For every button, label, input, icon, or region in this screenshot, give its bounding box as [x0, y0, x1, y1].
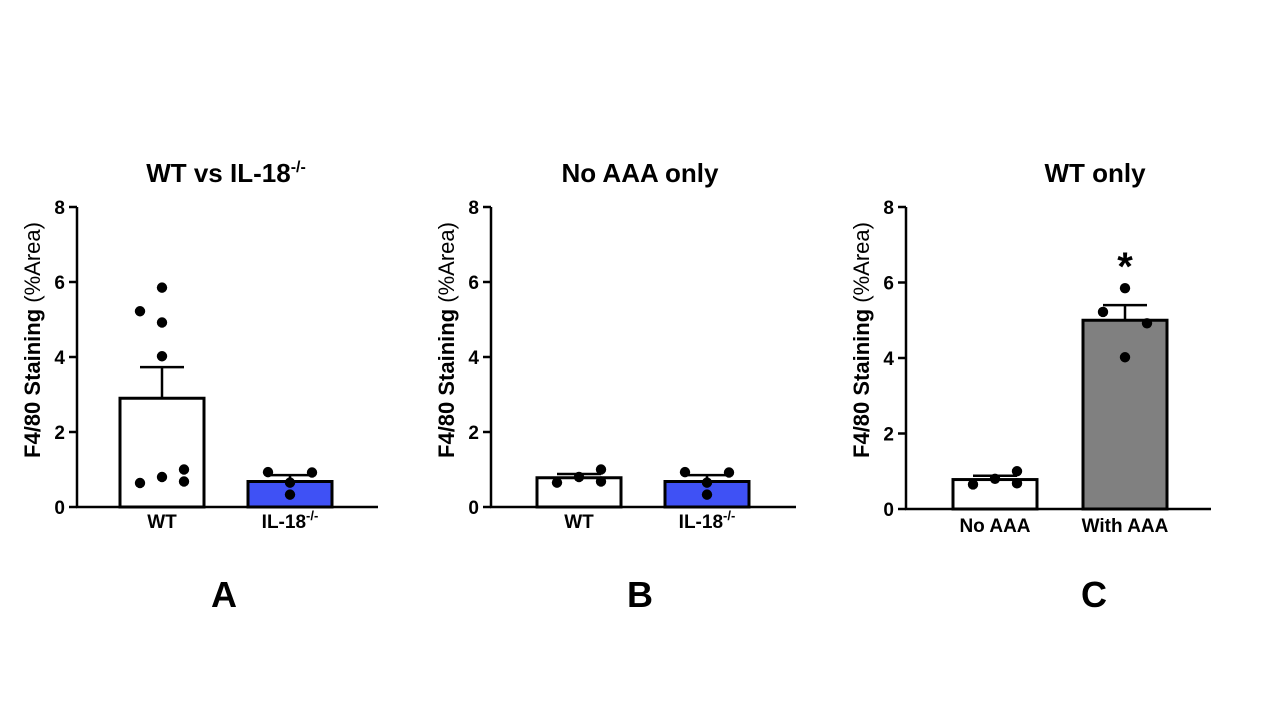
- y-tick-label: 4: [883, 349, 894, 370]
- panel-letter: C: [1081, 574, 1107, 615]
- x-category-label-text: IL-18: [262, 512, 306, 533]
- data-point: [701, 477, 713, 488]
- chart-title-text: WT only: [1044, 158, 1146, 188]
- x-category-label-text: No AAA: [959, 516, 1030, 537]
- y-tick-label: 0: [883, 500, 894, 521]
- y-tick-label: 0: [54, 498, 65, 519]
- panel-letter: A: [211, 574, 237, 615]
- x-category-label-text: With AAA: [1082, 516, 1169, 537]
- y-axis-label: F4/80 Staining (%Area): [434, 222, 459, 458]
- data-point: [1097, 306, 1109, 318]
- data-point: [1119, 352, 1131, 363]
- panel-letter: B: [627, 574, 653, 615]
- x-category-label-text: WT: [564, 512, 594, 533]
- chart-title-text: WT vs IL-18: [146, 158, 290, 188]
- data-point: [723, 467, 735, 478]
- data-point: [178, 464, 190, 475]
- data-point: [156, 282, 168, 293]
- chart-title: WT only: [1044, 158, 1146, 188]
- y-tick-label: 6: [468, 273, 479, 294]
- y-tick-label: 8: [54, 198, 65, 219]
- x-category-label: No AAA: [959, 516, 1030, 537]
- y-tick-label: 4: [468, 348, 479, 369]
- data-point: [1119, 282, 1131, 294]
- data-point: [156, 471, 168, 483]
- y-tick-label: 2: [54, 423, 65, 444]
- x-category-label-text: WT: [147, 512, 177, 533]
- data-point: [551, 477, 563, 488]
- chart-title-superscript: -/-: [291, 159, 306, 176]
- data-point: [595, 464, 607, 475]
- x-category-label: WT: [147, 512, 177, 533]
- y-axis-label: F4/80 Staining (%Area): [20, 222, 45, 458]
- data-point: [156, 317, 168, 328]
- data-point: [1011, 478, 1023, 489]
- data-point: [134, 306, 146, 317]
- x-category-label-superscript: -/-: [723, 508, 735, 523]
- data-point: [178, 476, 190, 487]
- data-point: [595, 476, 607, 487]
- y-tick-label: 8: [468, 198, 479, 219]
- data-point: [989, 473, 1001, 484]
- x-category-label-text: IL-18: [679, 512, 723, 533]
- data-point: [701, 489, 713, 500]
- data-point: [284, 489, 296, 500]
- bar-1: [118, 396, 206, 509]
- x-category-label: With AAA: [1082, 516, 1169, 537]
- y-axis-label: F4/80 Staining (%Area): [849, 222, 874, 458]
- y-axis-label-main: F4/80 Staining: [849, 303, 874, 458]
- y-tick-label: 4: [54, 348, 65, 369]
- data-point: [1011, 466, 1023, 477]
- y-tick-label: 2: [468, 423, 479, 444]
- y-axis-label-unit: (%Area): [434, 222, 459, 303]
- y-axis-label-main: F4/80 Staining: [20, 303, 45, 458]
- y-tick-label: 8: [883, 198, 894, 219]
- bar-1: [535, 476, 623, 509]
- data-point: [262, 466, 274, 478]
- x-category-label-superscript: -/-: [306, 508, 318, 523]
- y-axis-label-unit: (%Area): [20, 222, 45, 303]
- chart-title: WT vs IL-18-/-: [146, 158, 306, 188]
- chart-title-text: No AAA only: [562, 158, 719, 188]
- data-point: [967, 479, 979, 490]
- data-point: [1141, 318, 1153, 329]
- chart-panel-a: WT vs IL-18-/-F4/80 Staining (%Area)0246…: [20, 158, 378, 615]
- data-point: [284, 477, 296, 488]
- bar-2: [1081, 318, 1169, 511]
- data-point: [679, 466, 691, 478]
- y-axis-label-main: F4/80 Staining: [434, 303, 459, 458]
- chart-panel-c: WT only F4/80 Staining (%Area) 0 2 4 6 8 No AAA…: [849, 158, 1211, 615]
- data-point: [306, 467, 318, 478]
- y-tick-label: 0: [468, 498, 479, 519]
- bar-1: [951, 478, 1039, 511]
- chart-title: No AAA only: [562, 158, 719, 188]
- chart-panel-b: No AAA only F4/80 Staining (%Area) 0 2 4 6 8 WT…: [434, 158, 796, 615]
- y-tick-label: 6: [883, 274, 894, 295]
- y-axis-label-unit: (%Area): [849, 222, 874, 303]
- significance-marker: *: [1117, 245, 1133, 289]
- data-point: [573, 471, 585, 483]
- data-point: [156, 351, 168, 362]
- y-tick-label: 2: [883, 425, 894, 446]
- x-category-label: IL-18-/-: [679, 508, 736, 533]
- x-category-label: IL-18-/-: [262, 508, 319, 533]
- data-point: [134, 477, 146, 489]
- y-tick-label: 6: [54, 273, 65, 294]
- x-category-label: WT: [564, 512, 594, 533]
